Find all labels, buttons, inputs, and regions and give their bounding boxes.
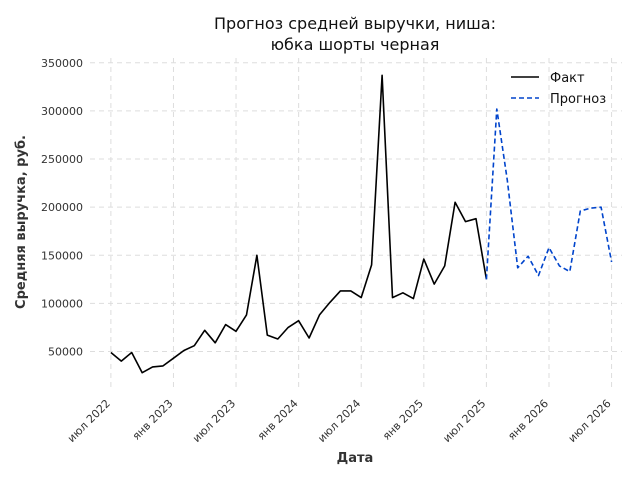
x-tick-label: июл 2026 (566, 397, 614, 445)
legend: Факт Прогноз (511, 71, 606, 107)
x-tick-label: июл 2025 (440, 397, 488, 445)
y-tick-label: 150000 (41, 249, 83, 262)
x-tick-label: янв 2024 (255, 397, 301, 443)
series-line-forecast (485, 108, 613, 280)
series-line-fact (110, 74, 488, 374)
series-lines (110, 74, 613, 374)
y-tick-label: 250000 (41, 153, 83, 166)
y-tick-label: 100000 (41, 297, 83, 310)
x-tick-label: янв 2026 (505, 397, 551, 443)
legend-label-fact: Факт (550, 71, 585, 86)
legend-label-forecast: Прогноз (550, 92, 606, 107)
y-tick-label: 200000 (41, 201, 83, 214)
axis-ticks: 50000 100000 150000 200000 250000 300000 35000… (41, 57, 614, 445)
chart-title-line-1: Прогноз средней выручки, ниша: (214, 14, 496, 33)
y-axis-label: Средняя выручка, руб. (14, 135, 29, 309)
x-tick-label: июл 2024 (315, 397, 363, 445)
x-tick-label: июл 2022 (65, 397, 113, 445)
x-tick-label: янв 2023 (130, 397, 176, 443)
y-tick-label: 50000 (48, 346, 83, 359)
grid (90, 58, 622, 390)
chart-title-line-2: юбка шорты черная (271, 35, 440, 54)
y-tick-label: 300000 (41, 105, 83, 118)
x-tick-label: июл 2023 (190, 397, 238, 445)
y-tick-label: 350000 (41, 57, 83, 70)
x-tick-label: янв 2025 (380, 397, 426, 443)
x-axis-label: Дата (337, 451, 374, 466)
